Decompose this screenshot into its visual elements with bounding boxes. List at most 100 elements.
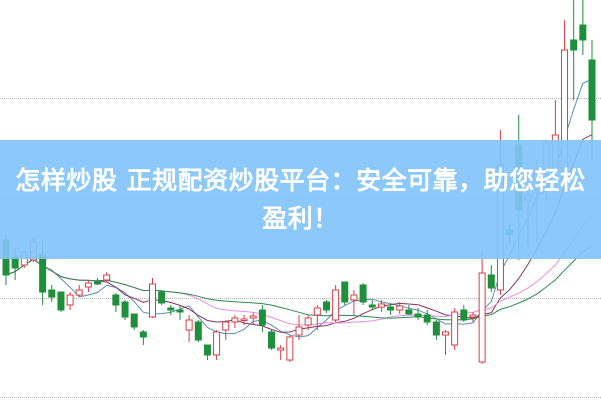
candle-body [203, 344, 211, 356]
candle [258, 305, 266, 332]
candle [203, 344, 211, 360]
candle [396, 302, 404, 314]
candle [277, 345, 285, 360]
candle [176, 305, 184, 320]
gridline [0, 98, 601, 99]
candle-body [322, 301, 330, 311]
candle-body [396, 305, 404, 311]
candle-body [222, 321, 230, 331]
candle [84, 280, 92, 292]
candle-body [121, 301, 129, 318]
candle-body [579, 24, 587, 41]
candle-body [130, 313, 138, 328]
candle [313, 305, 321, 330]
candle-body [304, 317, 312, 326]
candle-body [84, 282, 92, 288]
candle [185, 315, 193, 342]
candle [377, 300, 385, 312]
candle-body [359, 284, 367, 303]
candle-body [451, 311, 459, 346]
candle [130, 313, 138, 330]
candle [432, 320, 440, 340]
candle [460, 305, 468, 322]
candle-body [66, 294, 74, 306]
candle-body [368, 304, 376, 308]
candle-body [405, 309, 413, 315]
title-line-1: 怎样炒股 正规配资炒股平台：安全可靠，助您轻松 [15, 165, 586, 195]
candle [48, 285, 56, 302]
candle [158, 290, 166, 305]
candle [194, 320, 202, 342]
candle-body [414, 313, 422, 318]
candle [423, 310, 431, 325]
candle-body [478, 272, 486, 363]
candle-body [240, 318, 248, 321]
candle [295, 315, 303, 340]
candle-body [277, 347, 285, 351]
candle-body [341, 281, 349, 303]
candle [332, 285, 340, 322]
candle-body [387, 306, 395, 311]
candle-body [158, 291, 166, 304]
candle-body [194, 321, 202, 341]
candle [350, 290, 358, 315]
candle [167, 305, 175, 315]
candle-body [75, 289, 83, 296]
candle-body [39, 254, 47, 293]
candle [286, 335, 294, 362]
candle [304, 315, 312, 330]
candle-body [588, 59, 596, 121]
candle [222, 320, 230, 340]
candle [75, 285, 83, 297]
candle [451, 308, 459, 350]
candle [579, 0, 587, 55]
candle [322, 300, 330, 313]
candle-body [487, 274, 495, 289]
candle [469, 312, 477, 322]
candle [405, 305, 413, 315]
candle-body [332, 289, 340, 321]
candle [487, 265, 495, 292]
candle-body [423, 314, 431, 323]
candle [387, 304, 395, 315]
candle [57, 291, 65, 312]
candle [478, 250, 486, 364]
candle-body [103, 274, 111, 281]
candle [240, 315, 248, 325]
candle-body [268, 331, 276, 349]
candle-body [139, 331, 147, 338]
candle-body [350, 294, 358, 301]
candle-body [460, 309, 468, 321]
candle-body [48, 289, 56, 298]
candle [341, 281, 349, 305]
gridline [0, 397, 601, 398]
candle [268, 330, 276, 350]
candle-body [286, 336, 294, 361]
candle [66, 292, 74, 310]
candle-body [149, 283, 156, 318]
candle-body [432, 321, 440, 336]
gridline [0, 298, 601, 299]
candle-body [570, 39, 578, 51]
candle-body [258, 309, 266, 326]
candle-body [94, 281, 102, 285]
candle-body [185, 319, 193, 331]
candle-body [213, 331, 221, 356]
candle-body [313, 307, 321, 316]
candle [359, 283, 367, 305]
candle-body [167, 307, 175, 311]
candle-body [295, 326, 303, 336]
candle-body [469, 314, 477, 318]
candle [231, 315, 239, 328]
candle-body [442, 331, 449, 336]
candle-body [176, 309, 184, 313]
candle [442, 330, 449, 355]
candle [570, 0, 578, 100]
candle [103, 272, 111, 282]
candle-body [249, 315, 257, 319]
title-line-2: 盈利！ [262, 203, 339, 233]
candle [249, 313, 257, 325]
candle [94, 278, 102, 285]
candle [121, 300, 129, 320]
